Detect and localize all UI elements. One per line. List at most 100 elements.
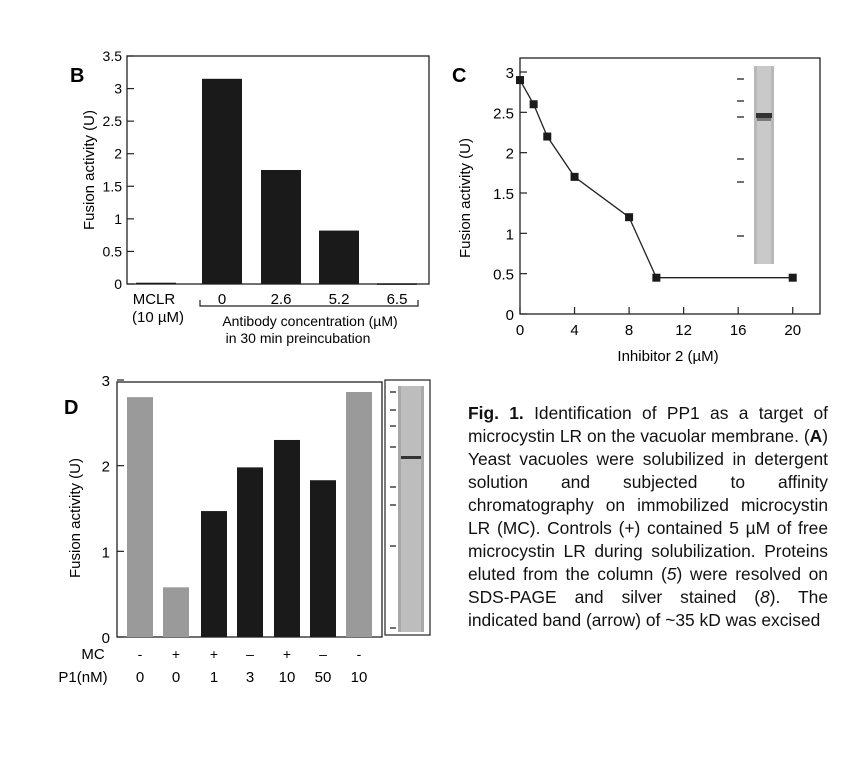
panel-d-mc-value: + bbox=[283, 646, 291, 662]
panel-c-point bbox=[625, 213, 634, 222]
panel-b-x-label-2: in 30 min preincubation bbox=[226, 330, 371, 346]
panel-d-mc-value: - bbox=[357, 646, 362, 662]
panel-b-bar bbox=[202, 78, 242, 284]
panel-d-p1-value: 10 bbox=[351, 669, 368, 686]
panel-b-x-axis: 0 2.6 5.2 6.5 bbox=[218, 291, 408, 308]
panel-c-x-tick-label: 4 bbox=[570, 322, 578, 339]
panel-d-p1-value: 10 bbox=[279, 669, 296, 686]
caption-body-1: Yeast vacuoles were solubilized in deter… bbox=[468, 449, 828, 584]
panel-c-x-tick-label: 16 bbox=[730, 322, 747, 339]
panel-b-x-tick-label: 2.6 bbox=[271, 291, 292, 308]
panel-b-control-label-1: MCLR bbox=[133, 291, 176, 308]
panel-c-x-tick-label: 12 bbox=[675, 322, 692, 339]
panel-c-y-tick-label: 1 bbox=[506, 226, 514, 243]
panel-d-p1-value: 0 bbox=[172, 669, 180, 686]
panel-c-y-label: Fusion activity (U) bbox=[457, 138, 474, 258]
panel-c-x-tick-label: 0 bbox=[516, 322, 524, 339]
panel-b-y-axis: 0 0.5 1 1.5 2 2.5 3 3.5 bbox=[103, 48, 134, 292]
panel-d-bar bbox=[163, 587, 189, 637]
panel-d-label: D bbox=[64, 397, 78, 419]
panel-d-y-tick-label: 0 bbox=[102, 630, 110, 647]
panel-c-series bbox=[516, 76, 797, 282]
figure-caption: Fig. 1. Identification of PP1 as a targe… bbox=[468, 403, 828, 630]
panel-b-x-tick-label: 5.2 bbox=[329, 291, 350, 308]
panel-d-p1-value: 1 bbox=[210, 669, 218, 686]
panel-c-point bbox=[516, 76, 524, 85]
panel-d-bar bbox=[127, 397, 153, 637]
panel-c-gel-inset bbox=[737, 66, 774, 264]
panel-d-y-label: Fusion activity (U) bbox=[67, 458, 84, 578]
panel-d-bar bbox=[201, 511, 227, 637]
caption-panel-a: A bbox=[809, 426, 823, 446]
panel-c-point bbox=[788, 273, 797, 282]
panel-c-y-tick-label: 2 bbox=[506, 146, 514, 163]
panel-d-y-tick-label: 2 bbox=[102, 459, 110, 476]
caption-title: Identification of PP1 as a target of mic… bbox=[468, 403, 828, 446]
panel-d-p1-value: 0 bbox=[136, 669, 144, 686]
panel-c-point bbox=[570, 172, 579, 181]
caption-ref-2: 8 bbox=[760, 587, 770, 607]
panel-d-bar bbox=[274, 439, 300, 637]
panel-c-y-tick-label: 1.5 bbox=[493, 186, 514, 203]
panel-c-x-tick-label: 20 bbox=[784, 322, 801, 339]
panel-d-bar bbox=[346, 391, 372, 637]
panel-b-bars bbox=[136, 78, 417, 285]
panel-d-y-tick-label: 3 bbox=[102, 373, 110, 390]
panel-c: C Fusion activity (U) 0 0.5 1 1.5 2 2.5 3 0 4 8 1… bbox=[452, 57, 821, 365]
panel-c-y-tick-label: 3 bbox=[506, 65, 514, 82]
panel-b-bar bbox=[377, 283, 417, 285]
panel-b-y-tick-label: 1.5 bbox=[103, 178, 123, 194]
panel-c-y-axis: 0 0.5 1 1.5 2 2.5 3 bbox=[493, 65, 527, 324]
panel-c-y-tick-label: 0.5 bbox=[493, 267, 514, 284]
panel-d-mc-label: MC bbox=[81, 646, 104, 663]
panel-c-point bbox=[652, 273, 661, 282]
panel-d-p1-value: 50 bbox=[315, 669, 332, 686]
panel-d-mc-value: – bbox=[319, 646, 327, 662]
panel-b-y-tick-label: 2.5 bbox=[103, 113, 123, 129]
panel-b-bracket bbox=[199, 300, 419, 307]
panel-c-y-tick-label: 2.5 bbox=[493, 105, 514, 122]
panel-b-bar bbox=[319, 230, 359, 284]
panel-c-x-label: Inhibitor 2 (µM) bbox=[617, 348, 718, 365]
panel-d: D Fusion activity (U) 0 1 2 3 - + + – + – - 0 0 1 3 10… bbox=[58, 373, 431, 686]
panel-b-label: B bbox=[70, 65, 84, 87]
caption-ref-1: 5 bbox=[666, 564, 677, 584]
panel-d-mc-value: + bbox=[172, 646, 180, 662]
panel-d-mc-value: - bbox=[138, 646, 143, 662]
panel-c-point bbox=[529, 100, 538, 109]
panel-d-mc-value: – bbox=[246, 646, 254, 662]
panel-c-x-axis: 0 4 8 12 16 20 bbox=[516, 307, 801, 339]
panel-d-bars bbox=[127, 391, 372, 637]
panel-b-y-tick-label: 0 bbox=[114, 276, 122, 292]
panel-d-p1-label: P1(nM) bbox=[58, 669, 107, 686]
panel-c-plot-frame bbox=[519, 57, 821, 315]
panel-c-x-tick-label: 8 bbox=[625, 322, 633, 339]
panel-d-gel-inset bbox=[384, 379, 431, 636]
panel-b-y-tick-label: 0.5 bbox=[103, 243, 123, 259]
panel-d-y-axis: 0 1 2 3 bbox=[102, 373, 124, 647]
panel-d-condition-rows: - + + – + – - 0 0 1 3 10 50 10 bbox=[136, 646, 368, 686]
panel-d-mc-value: + bbox=[210, 646, 218, 662]
panel-b-x-label-1: Antibody concentration (µM) bbox=[222, 313, 397, 329]
panel-b-bar bbox=[261, 170, 301, 284]
panel-d-p1-value: 3 bbox=[246, 669, 254, 686]
panel-b-y-tick-label: 2 bbox=[114, 146, 122, 162]
panel-b-bar bbox=[136, 282, 176, 285]
panel-b-control-label-2: (10 µM) bbox=[132, 309, 184, 326]
caption-body-3: ). The indicated band (arrow) of ~35 kD … bbox=[468, 587, 828, 630]
panel-c-point bbox=[543, 132, 552, 141]
panel-b-x-tick-label: 0 bbox=[218, 291, 226, 308]
panel-b-x-tick-label: 6.5 bbox=[387, 291, 408, 308]
caption-body-2: ) were resolved on SDS-PAGE and silver s… bbox=[468, 564, 828, 607]
panel-d-y-tick-label: 1 bbox=[102, 544, 110, 561]
panel-c-y-tick-label: 0 bbox=[506, 307, 514, 324]
panel-c-line bbox=[519, 79, 793, 279]
panel-b: B Fusion activity (U) 0 0.5 1 1.5 2 2.5 3 3.5 0… bbox=[70, 48, 430, 346]
panel-b-y-tick-label: 3 bbox=[114, 81, 122, 97]
panel-d-bar bbox=[310, 480, 336, 637]
panel-b-y-label: Fusion activity (U) bbox=[81, 110, 98, 230]
panel-b-y-tick-label: 3.5 bbox=[103, 48, 123, 64]
caption-fig-label: Fig. 1. bbox=[468, 403, 524, 423]
panel-b-y-tick-label: 1 bbox=[114, 211, 122, 227]
